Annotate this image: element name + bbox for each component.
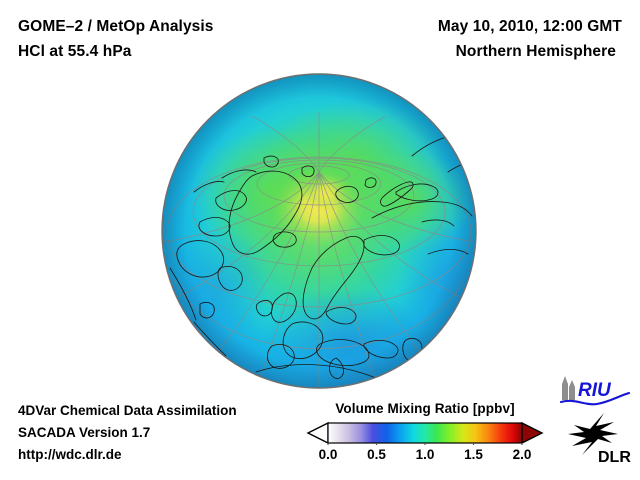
colorbar-tick-label: 0.0: [318, 447, 338, 462]
riu-logo-svg: RIU: [559, 376, 631, 406]
colorbar-high-cap-arrow: [521, 421, 544, 445]
colorbar-tick-label: 1.5: [464, 447, 483, 462]
globe-outline: [161, 73, 477, 389]
assimilation-method-label: 4DVar Chemical Data Assimilation: [18, 403, 237, 418]
riu-logo: RIU: [559, 374, 631, 406]
analysis-region: Northern Hemisphere: [455, 43, 616, 60]
species-level-subtitle: HCl at 55.4 hPa: [18, 43, 132, 60]
dlr-sparrow-icon: [568, 413, 618, 455]
dlr-logo: DLR: [562, 412, 632, 466]
riu-tower-icon: [562, 376, 575, 400]
colorbar-gradient-bar: [327, 422, 523, 444]
dlr-logo-svg: DLR: [568, 413, 631, 466]
riu-swoosh-icon: [559, 391, 631, 406]
colorbar-tick-label: 2.0: [512, 447, 532, 462]
colorbar-graphic: [306, 421, 544, 445]
footer-left-block: 4DVar Chemical Data Assimilation SACADA …: [18, 400, 318, 466]
colorbar-tick-label: 1.0: [415, 447, 435, 462]
colorbar-tick-labels: 0.0 0.5 1.0 1.5 2.0: [306, 447, 544, 465]
colorbar-svg: [306, 421, 544, 445]
analysis-datetime: May 10, 2010, 12:00 GMT: [437, 18, 622, 35]
header-left-block: GOME–2 / MetOp Analysis HCl at 55.4 hPa: [18, 14, 348, 64]
dlr-wordmark: DLR: [598, 449, 631, 466]
globe-map: [160, 72, 478, 390]
colorbar-tick-label: 0.5: [367, 447, 386, 462]
riu-wordmark: RIU: [578, 380, 612, 401]
data-center-url: http://wdc.dlr.de: [18, 447, 122, 462]
colorbar-low-cap-arrow: [306, 421, 329, 445]
software-version-label: SACADA Version 1.7: [18, 425, 151, 440]
colorbar-title: Volume Mixing Ratio [ppbv]: [335, 401, 515, 416]
colorbar-ticks: [327, 443, 523, 445]
analysis-title: GOME–2 / MetOp Analysis: [18, 18, 214, 35]
header-right-block: May 10, 2010, 12:00 GMT Northern Hemisph…: [322, 14, 622, 64]
orthographic-globe-svg: [161, 73, 477, 389]
colorbar: Volume Mixing Ratio [ppbv] 0.0 0.5 1.0 1.5 2…: [306, 401, 544, 465]
